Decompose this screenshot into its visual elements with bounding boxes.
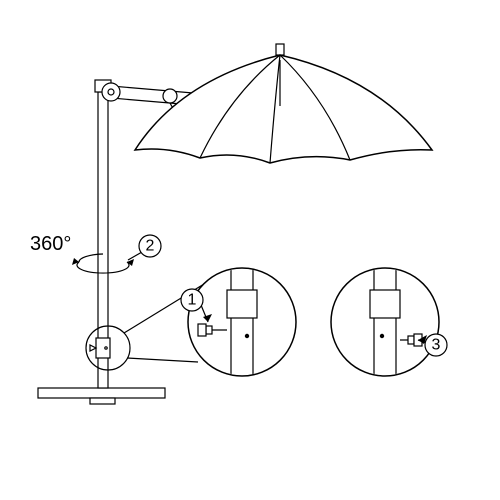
step-1-label: 1 [188,292,197,309]
umbrella-rotation-diagram: 360° [0,0,500,500]
pole [90,80,111,388]
step-2-label: 2 [146,238,155,255]
canopy [135,44,432,163]
rotation-label: 360° [30,233,71,255]
detail-1 [188,268,296,376]
base [38,388,165,404]
step-3-label: 3 [432,337,441,354]
rotation-indicator: 360° [30,233,134,273]
detail-2 [331,268,439,376]
step-2-marker: 2 [128,235,161,260]
